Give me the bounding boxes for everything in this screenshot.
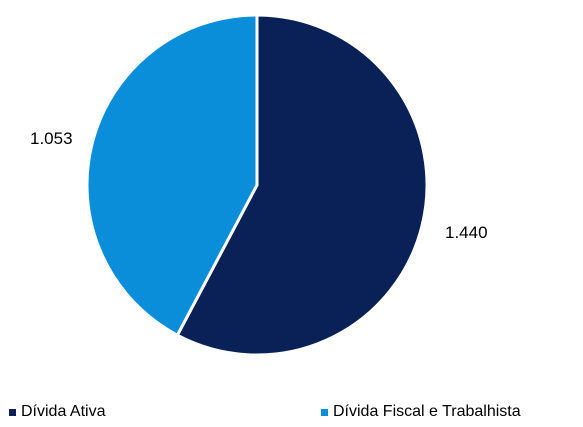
pie-slice-divida-fiscal [85,13,259,337]
legend-label-divida-fiscal: Dívida Fiscal e Trabalhista [333,403,521,420]
slice-label-divida-ativa: 1.440 [445,223,488,242]
legend-item-divida-fiscal: Dívida Fiscal e Trabalhista [321,403,521,421]
pie-slices [85,13,429,357]
slice-label-divida-fiscal: 1.053 [30,129,73,148]
pie-slice-divida-ativa [175,13,429,357]
legend-swatch-divida-ativa [9,408,16,416]
legend-swatch-divida-fiscal [321,408,328,416]
legend-label-divida-ativa: Dívida Ativa [21,403,106,420]
legend: Dívida Ativa Dívida Fiscal e Trabalhista [0,403,583,425]
legend-item-divida-ativa: Dívida Ativa [9,403,105,421]
